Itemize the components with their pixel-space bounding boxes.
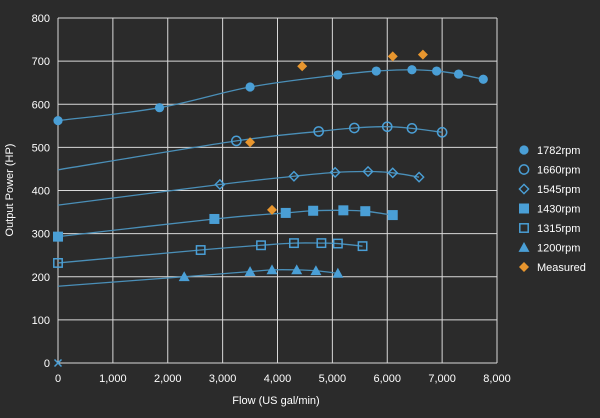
legend-swatch-4 <box>519 223 529 233</box>
data-point-s5-4 <box>310 265 322 276</box>
legend-label-1: 1660rpm <box>537 165 580 177</box>
y-tick-label: 600 <box>32 99 50 111</box>
data-point-s2-3 <box>362 165 374 178</box>
y-tick-labels: 0 100 200 300 400 500 600 700 800 <box>32 13 50 370</box>
legend-swatch-1 <box>518 164 530 175</box>
data-point-s1-0 <box>230 135 242 147</box>
data-point-s0-6 <box>432 66 442 76</box>
x-tick-label: 6,000 <box>373 373 401 385</box>
data-point-s6-2 <box>417 49 428 60</box>
data-point-s5-2 <box>266 264 278 275</box>
data-point-s4-1 <box>195 245 206 255</box>
data-point-s4-3 <box>289 238 299 249</box>
data-point-s0-7 <box>453 69 464 79</box>
x-tick-label: 3,000 <box>209 373 237 385</box>
data-point-s2-5 <box>413 171 425 183</box>
legend: 1782rpm 1660rpm 1545rpm 1430rpm 1315rpm 1200r… <box>518 145 586 274</box>
data-point-s5-1 <box>244 266 256 276</box>
series-markers <box>53 49 488 368</box>
data-point-s3-6 <box>387 210 398 221</box>
data-point-s3-3 <box>308 205 319 216</box>
data-point-s6-0 <box>297 61 308 72</box>
x-tick-label: 8,000 <box>483 373 511 385</box>
data-point-s4-0 <box>53 258 63 268</box>
data-point-s5-0 <box>178 271 190 282</box>
data-point-s0-0 <box>53 116 63 126</box>
y-tick-label: 700 <box>32 56 50 68</box>
y-tick-label: 800 <box>32 13 50 25</box>
legend-swatch-0 <box>519 145 529 155</box>
data-point-s1-1 <box>313 126 325 137</box>
legend-label-5: 1200rpm <box>537 243 580 255</box>
series-line-2 <box>57 170 420 206</box>
data-point-s1-4 <box>406 123 418 134</box>
series-line-1 <box>57 126 443 171</box>
data-point-s4-2 <box>256 240 266 251</box>
legend-swatch-5 <box>518 242 530 252</box>
data-point-s2-0 <box>214 178 226 191</box>
legend-swatch-2 <box>518 183 530 195</box>
data-point-s3-4 <box>338 205 349 216</box>
data-point-s0-2 <box>245 82 255 92</box>
legend-label-0: 1782rpm <box>537 145 580 157</box>
legend-label-2: 1545rpm <box>537 184 580 196</box>
data-point-s6-3 <box>245 137 256 148</box>
y-tick-label: 0 <box>44 358 50 370</box>
legend-swatch-3 <box>519 203 529 214</box>
legend-swatch-6 <box>519 262 529 272</box>
data-point-s1-3 <box>381 121 393 133</box>
y-tick-label: 200 <box>32 272 50 284</box>
data-point-s6-4 <box>267 204 278 215</box>
gridlines <box>57 17 498 364</box>
y-tick-label: 400 <box>32 186 50 198</box>
x-tick-label: 4,000 <box>264 373 292 385</box>
data-point-s5-5 <box>332 267 344 278</box>
data-point-s1-5 <box>436 126 448 138</box>
data-point-s2-1 <box>288 170 300 182</box>
data-point-s4-5 <box>332 238 343 249</box>
data-point-s6-1 <box>387 51 398 62</box>
data-point-s3-1 <box>209 213 220 224</box>
data-point-s4-6 <box>357 241 368 252</box>
data-point-s0-5 <box>407 65 417 75</box>
data-point-s1-2 <box>348 122 360 134</box>
x-tick-label: 1,000 <box>99 373 127 385</box>
legend-label-4: 1315rpm <box>537 223 580 235</box>
data-point-s3-5 <box>360 206 371 217</box>
data-point-s3-2 <box>280 207 291 218</box>
data-point-s0-3 <box>333 70 343 80</box>
y-tick-label: 300 <box>32 229 50 241</box>
y-tick-label: 100 <box>32 315 50 327</box>
x-tick-labels: 0 1,000 2,000 3,000 4,000 5,000 6,000 7,000 8,00… <box>55 373 511 385</box>
x-tick-label: 0 <box>55 373 61 385</box>
legend-label-6: Measured <box>537 262 586 274</box>
data-point-s0-1 <box>154 103 165 113</box>
x-tick-label: 7,000 <box>428 373 456 385</box>
legend-label-3: 1430rpm <box>537 204 580 216</box>
data-point-s2-2 <box>329 166 341 178</box>
series-lines <box>57 69 484 287</box>
y-axis-title: Output Power (HP) <box>4 144 16 237</box>
data-point-s0-4 <box>371 66 381 76</box>
data-point-s3-0 <box>53 231 63 242</box>
origin-marker <box>53 358 63 368</box>
series-line-0 <box>57 69 484 122</box>
data-point-s4-4 <box>316 238 327 249</box>
y-tick-label: 500 <box>32 142 50 154</box>
data-point-s5-3 <box>291 264 303 275</box>
data-point-s0-8 <box>478 74 488 84</box>
x-tick-label: 2,000 <box>154 373 182 385</box>
data-point-s2-4 <box>387 167 399 179</box>
x-tick-label: 5,000 <box>319 373 347 385</box>
x-axis-title: Flow (US gal/min) <box>232 395 319 407</box>
